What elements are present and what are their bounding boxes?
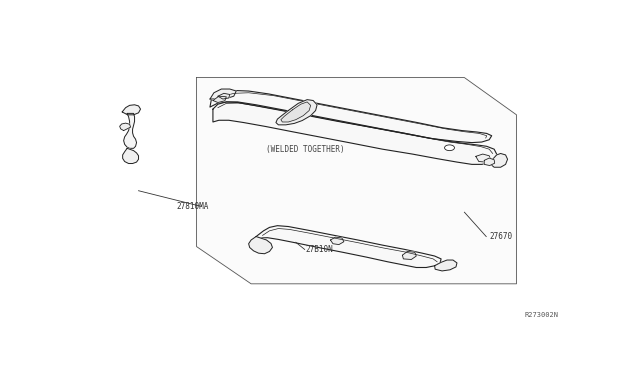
Circle shape [445, 145, 454, 151]
Polygon shape [281, 102, 310, 122]
Polygon shape [123, 148, 138, 164]
Polygon shape [276, 100, 317, 125]
Polygon shape [210, 90, 492, 142]
Text: 27B10N: 27B10N [306, 245, 333, 254]
Polygon shape [491, 154, 508, 167]
Polygon shape [435, 260, 457, 271]
Polygon shape [476, 154, 491, 162]
Polygon shape [213, 102, 497, 164]
Polygon shape [124, 113, 136, 148]
Polygon shape [249, 237, 273, 254]
Text: R273002N: R273002N [525, 312, 559, 318]
Polygon shape [330, 237, 344, 244]
Polygon shape [213, 96, 227, 103]
Polygon shape [484, 158, 495, 166]
Polygon shape [256, 226, 441, 267]
Polygon shape [196, 78, 516, 284]
Text: (WELDED TOGETHER): (WELDED TOGETHER) [266, 145, 345, 154]
Polygon shape [403, 251, 416, 260]
Polygon shape [122, 105, 141, 115]
Polygon shape [218, 93, 230, 99]
Polygon shape [210, 89, 236, 99]
Text: 27670: 27670 [489, 232, 513, 241]
Polygon shape [120, 123, 131, 131]
Text: 27810MA: 27810MA [177, 202, 209, 211]
